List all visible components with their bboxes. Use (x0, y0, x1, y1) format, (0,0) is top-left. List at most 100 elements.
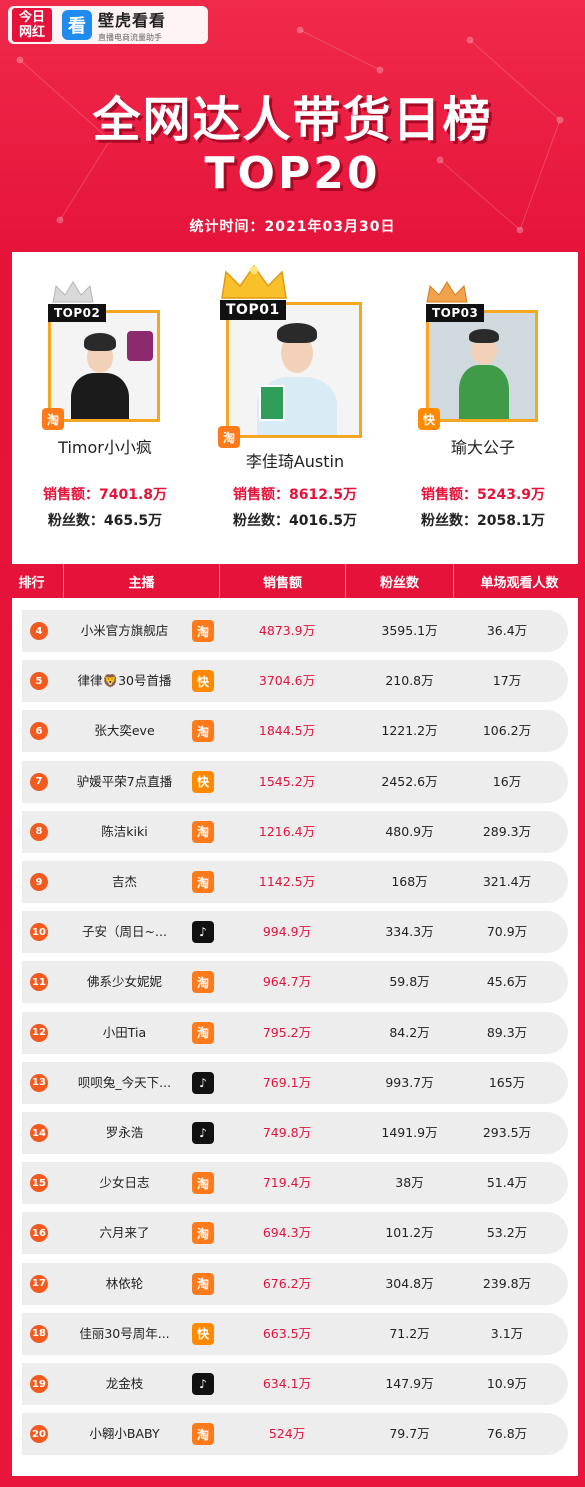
sales-value: 1844.5万 (258, 723, 316, 739)
views-value: 17万 (492, 673, 522, 689)
views-value: 10.9万 (486, 1376, 528, 1391)
fans-value: 2452.6万 (381, 773, 438, 789)
sales-value: 795.2万 (262, 1024, 312, 1040)
jinri-wanghong-logo: 今日 网红 (12, 8, 52, 42)
rank-number: 6 (30, 722, 48, 741)
rank-number: 7 (30, 772, 48, 791)
ranking-list: 4 小米官方旗舰店淘 4873.9万 3595.1万 36.4万 5 律律🦁30号首播快 37… (12, 598, 578, 1476)
sales-value: 1545.2万 (258, 773, 316, 789)
views-value: 165万 (488, 1074, 526, 1090)
col-views[interactable]: 单场观看人数 (480, 575, 559, 591)
table-row[interactable]: 12 小田Tia 淘 795.2万 84.2万 89.3万 (22, 1011, 568, 1054)
podium-fans: 粉丝数：465.5万 (47, 513, 163, 529)
anchor-name[interactable]: 张大奕eve (94, 723, 155, 739)
taobao-icon: 淘 (192, 1021, 214, 1044)
table-header: 排行 主播 销售额 粉丝数 单场观看人数 (0, 564, 585, 598)
sales-value: 3704.6万 (258, 673, 316, 689)
anchor-name[interactable]: 六月来了 (99, 1225, 150, 1241)
anchor-name[interactable]: 龙金枝 (105, 1376, 144, 1391)
col-fans[interactable]: 粉丝数 (346, 564, 454, 598)
table-row[interactable]: 14 罗永浩 ♪ 749.8万 1491.9万 293.5万 (22, 1112, 568, 1154)
table-row[interactable]: 9 吉杰 淘 1142.5万 168万 321.4万 (22, 861, 568, 903)
fans-value: 168万 (391, 874, 428, 889)
views-value: 70.9万 (486, 924, 528, 940)
table-row[interactable]: 16 六月来了 淘 694.3万 101.2万 53.2万 (22, 1212, 568, 1255)
fans-value: 1491.9万 (381, 1125, 438, 1140)
table-row[interactable]: 15 少女日志 淘 719.4万 38万 51.4万 (22, 1162, 568, 1205)
table-row[interactable]: 7 驴媛平荣7点直播 快 1545.2万 2452.6万 16万 (22, 760, 568, 803)
network-pattern (16, 26, 564, 451)
silver-crown-icon (52, 281, 94, 303)
fans-value: 84.2万 (389, 1024, 430, 1040)
anchor-name[interactable]: 小田Tia (102, 1024, 147, 1040)
rank-number: 8 (30, 822, 48, 841)
podium-fans: 粉丝数：4016.5万 (232, 513, 358, 529)
table-row[interactable]: 19 龙金枝 ♪ 634.1万 147.9万 10.9万 (22, 1363, 568, 1405)
table-row[interactable]: 13 呗呗兔_今天下... ♪ 769.1万 993.7万 165万 (22, 1061, 568, 1104)
table-row[interactable]: 11 佛系少女妮妮 淘 964.7万 59.8万 45.6万 (22, 961, 568, 1004)
views-value: 89.3万 (486, 1024, 528, 1040)
kuaishou-icon: 快 (192, 1322, 214, 1345)
views-value: 45.6万 (486, 974, 528, 990)
views-value: 3.1万 (490, 1325, 524, 1341)
sales-value: 694.3万 (262, 1225, 312, 1241)
views-value: 106.2万 (482, 723, 532, 739)
stat-date: 统计时间：2021年03月30日 (189, 219, 396, 235)
fans-value: 993.7万 (385, 1074, 434, 1090)
anchor-name[interactable]: 少女日志 (99, 1175, 150, 1191)
sales-value: 4873.9万 (258, 623, 316, 638)
table-row[interactable]: 20 小翱小BABY 淘 524万 79.7万 76.8万 (22, 1413, 568, 1456)
sales-value: 1216.4万 (258, 823, 316, 839)
anchor-name[interactable]: 呗呗兔_今天下... (77, 1074, 172, 1090)
anchor-name[interactable]: 子安（周日~... (82, 924, 167, 940)
taobao-icon: 淘 (192, 820, 214, 843)
table-row[interactable]: 6 张大奕eve 淘 1844.5万 1221.2万 106.2万 (22, 710, 568, 753)
podium-card: TOP02 淘 Timor小小疯 销售额：7401.8万 粉丝数：465.5万 … (12, 252, 578, 564)
anchor-name[interactable]: 罗永浩 (105, 1125, 144, 1140)
col-sales[interactable]: 销售额 (220, 564, 346, 598)
col-rank[interactable]: 排行 (0, 564, 64, 598)
rank-number: 12 (30, 1023, 48, 1042)
anchor-name[interactable]: 驴媛平荣7点直播 (76, 773, 173, 789)
anchor-name[interactable]: 佳丽30号周年... (79, 1325, 170, 1341)
taobao-icon: 淘 (192, 1172, 214, 1195)
kuaishou-icon: 快 (418, 408, 440, 430)
podium-name: 瑜大公子 (450, 438, 515, 457)
bronze-crown-icon (426, 281, 468, 303)
table-row[interactable]: 5 律律🦁30号首播 快 3704.6万 210.8万 17万 (22, 660, 568, 703)
douyin-icon: ♪ (192, 1373, 214, 1395)
anchor-name[interactable]: 佛系少女妮妮 (86, 974, 162, 990)
anchor-name[interactable]: 林依轮 (105, 1275, 144, 1291)
gold-crown-icon (221, 264, 287, 299)
table-row[interactable]: 10 子安（周日~... ♪ 994.9万 334.3万 70.9万 (22, 911, 568, 954)
rank-number: 4 (30, 622, 48, 640)
douyin-icon: ♪ (192, 1071, 214, 1094)
taobao-icon: 淘 (192, 1423, 214, 1446)
views-value: 53.2万 (486, 1225, 528, 1241)
anchor-name[interactable]: 小米官方旗舰店 (80, 623, 169, 638)
rank-badge-top01: TOP01 (220, 300, 286, 320)
fans-value: 334.3万 (385, 924, 434, 940)
col-anchor[interactable]: 主播 (64, 564, 220, 598)
table-row[interactable]: 17 林依轮 淘 676.2万 304.8万 239.8万 (22, 1262, 568, 1305)
rank-number: 20 (30, 1425, 48, 1444)
table-row[interactable]: 4 小米官方旗舰店 淘 4873.9万 3595.1万 36.4万 (22, 610, 568, 652)
rank-number: 17 (30, 1274, 48, 1293)
anchor-name[interactable]: 小翱小BABY (89, 1426, 160, 1442)
fans-value: 304.8万 (385, 1275, 434, 1291)
sales-value: 634.1万 (262, 1376, 312, 1391)
podium-sales: 销售额：8612.5万 (232, 487, 358, 503)
logo-line1: 今日 (18, 10, 45, 25)
rank-badge-top02: TOP02 (48, 304, 107, 322)
anchor-name[interactable]: 律律🦁30号首播 (77, 673, 172, 689)
anchor-name[interactable]: 陈洁kiki (101, 823, 148, 839)
rank-number: 14 (30, 1124, 48, 1142)
table-row[interactable]: 8 陈洁kiki 淘 1216.4万 480.9万 289.3万 (22, 810, 568, 853)
sales-value: 676.2万 (262, 1275, 312, 1291)
logo-line2: 网红 (18, 25, 45, 40)
views-value: 239.8万 (482, 1275, 532, 1291)
anchor-name[interactable]: 吉杰 (111, 874, 137, 889)
sales-value: 964.7万 (262, 974, 312, 990)
table-row[interactable]: 18 佳丽30号周年... 快 663.5万 71.2万 3.1万 (22, 1312, 568, 1355)
podium-sales: 销售额：7401.8万 (42, 487, 168, 503)
